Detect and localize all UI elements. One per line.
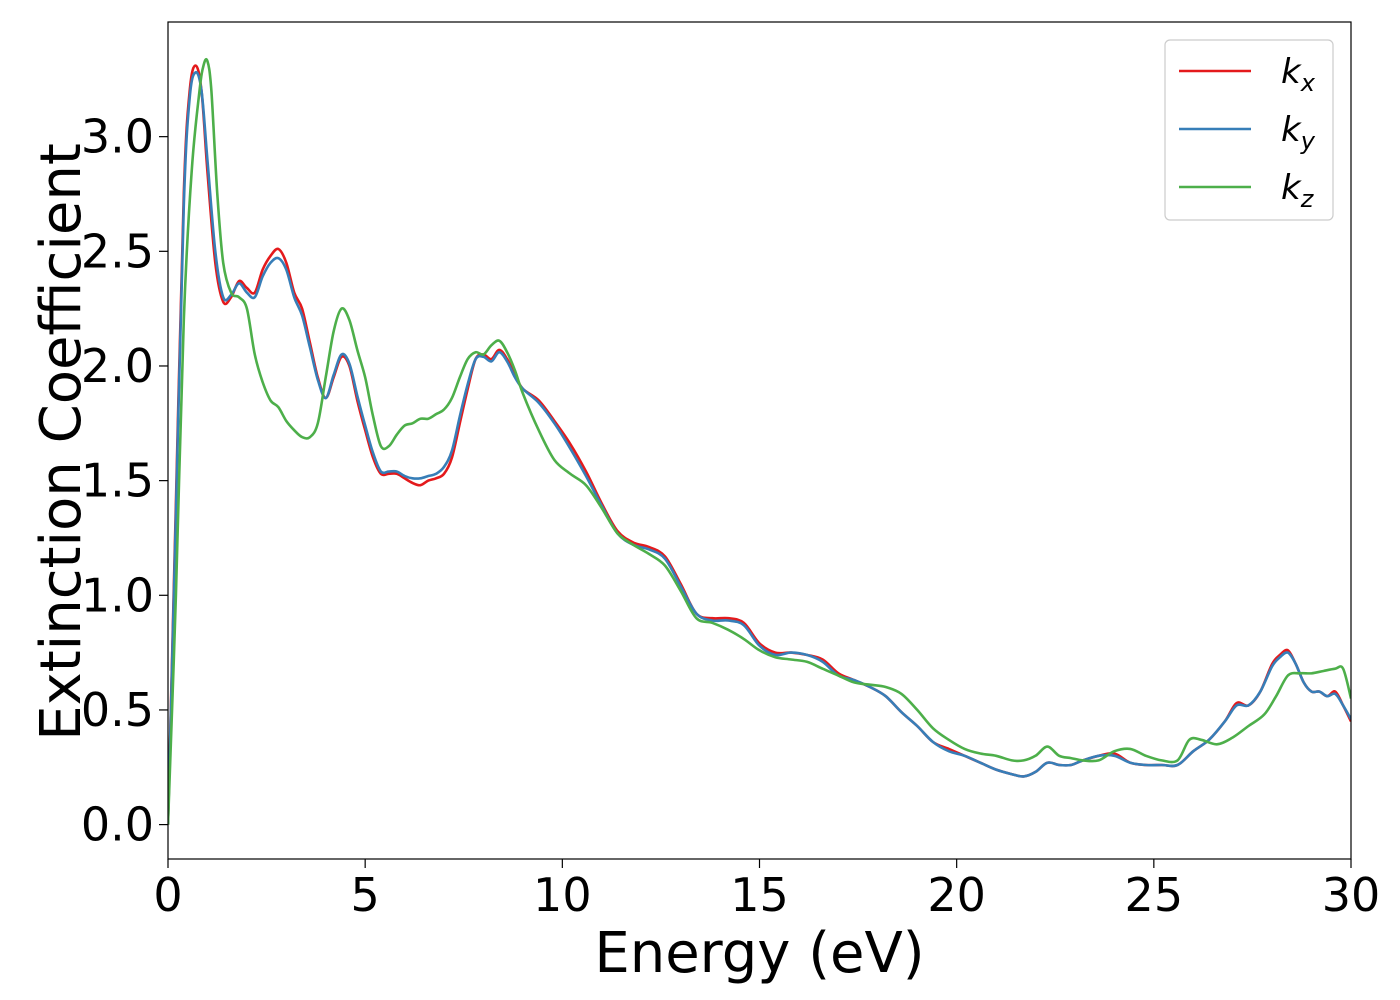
series-lines [168,57,1351,825]
y-tick-label: 1.0 [81,568,154,622]
legend: kx ky kz [1164,39,1334,221]
x-tick-label: 0 [153,868,182,922]
x-tick-label: 5 [351,868,380,922]
x-tick-label: 15 [730,868,789,922]
x-tick-label: 25 [1125,868,1184,922]
legend-entry-ky: ky [1281,110,1316,155]
x-axis-label: Energy (eV) [594,921,924,986]
y-tick-label: 2.5 [81,224,154,278]
y-tick-label: 2.0 [81,339,154,393]
series-line-kz [168,57,1351,825]
y-tick-label: 3.0 [81,110,154,164]
x-axis-ticks: 0 5 10 15 20 25 30 [153,859,1380,922]
legend-entry-kx: kx [1281,52,1316,97]
y-tick-label: 0.0 [81,798,154,852]
legend-entry-kz: kz [1281,168,1315,213]
y-axis-label: Extinction Coefficient [29,143,94,741]
x-tick-label: 20 [927,868,986,922]
x-tick-label: 30 [1322,868,1381,922]
y-axis-ticks: 0.0 0.5 1.0 1.5 2.0 2.5 3.0 [81,110,168,852]
x-tick-label: 10 [533,868,592,922]
y-tick-label: 0.5 [81,683,154,737]
y-tick-label: 1.5 [81,454,154,508]
